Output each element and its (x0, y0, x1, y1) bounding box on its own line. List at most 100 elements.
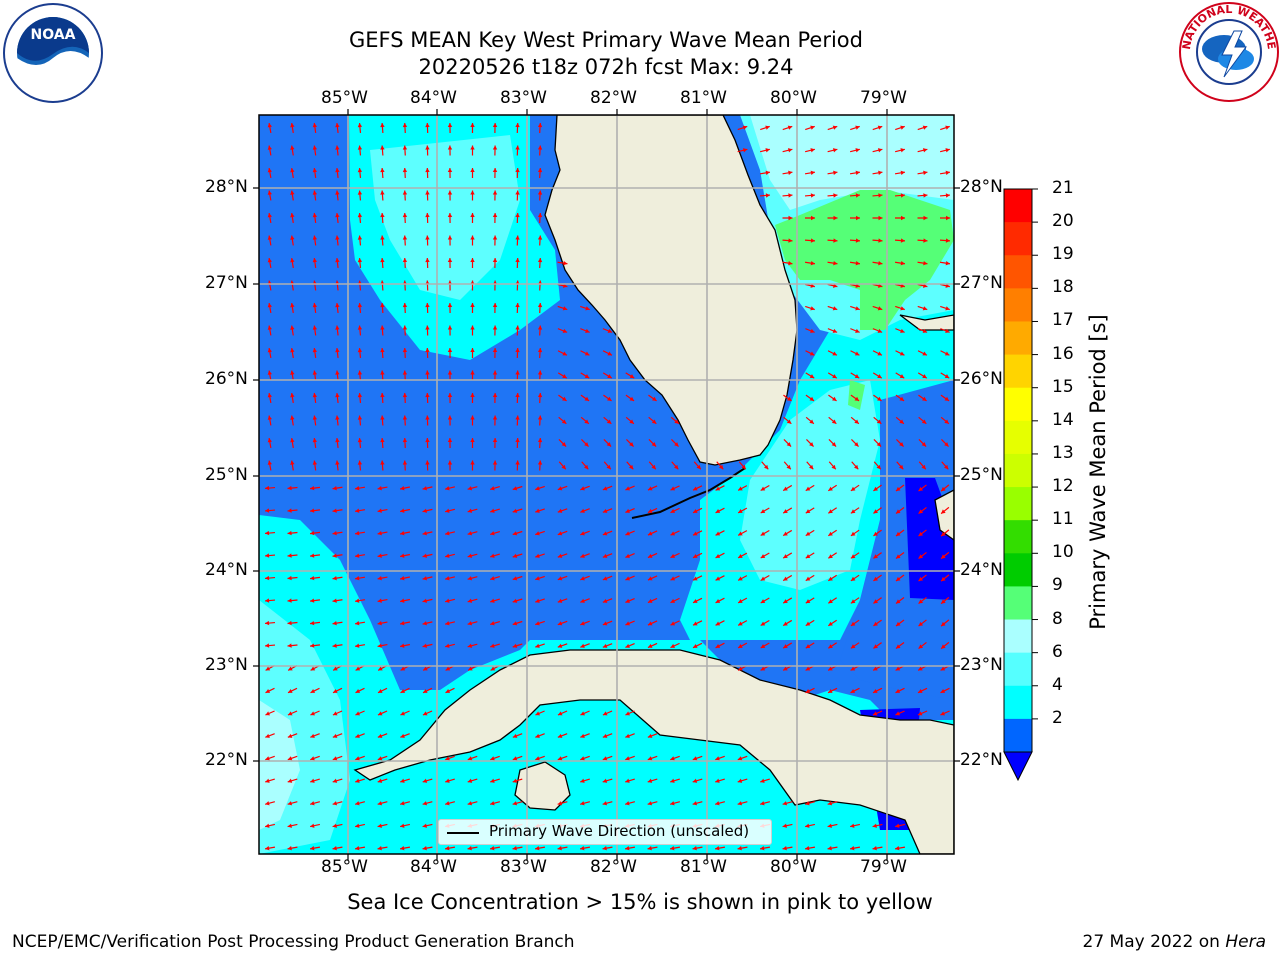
wave-direction-arrow (760, 778, 770, 783)
wave-direction-arrow (895, 552, 905, 559)
wave-direction-arrow (580, 328, 590, 333)
wave-direction-arrow (332, 620, 343, 626)
wave-direction-arrow (849, 193, 861, 198)
wave-direction-arrow (312, 145, 318, 156)
wave-direction-arrow (647, 755, 658, 761)
wave-direction-arrow (692, 485, 703, 491)
colorbar-segment (1004, 288, 1032, 322)
wave-direction-arrow (647, 485, 658, 491)
wave-direction-arrow (490, 531, 500, 536)
wave-direction-arrow (515, 257, 520, 269)
wave-direction-arrow (827, 597, 838, 604)
colorbar-tick-label: 21 (1052, 178, 1074, 198)
wave-direction-arrow (377, 486, 388, 491)
wave-direction-arrow (737, 125, 748, 131)
wave-direction-arrow (310, 755, 320, 761)
wave-direction-arrow (557, 620, 568, 626)
wave-direction-arrow (918, 484, 927, 492)
lat-label-right: 28°N (960, 177, 1003, 197)
wave-direction-arrow (445, 755, 455, 761)
wave-direction-arrow (895, 484, 905, 492)
wave-direction-arrow (470, 460, 475, 471)
wave-direction-arrow (309, 846, 321, 851)
wave-direction-arrow (558, 439, 567, 447)
wave-direction-arrow (759, 170, 771, 176)
wave-direction-arrow (669, 846, 681, 851)
wave-direction-arrow (670, 597, 680, 604)
wave-direction-arrow (782, 238, 793, 243)
wave-direction-arrow (872, 148, 883, 153)
wave-direction-arrow (805, 305, 815, 311)
wave-direction-arrow (828, 416, 837, 425)
wave-direction-arrow (760, 552, 770, 559)
colorbar-segment (1004, 487, 1032, 521)
wave-direction-arrow (715, 801, 725, 806)
wave-direction-arrow (537, 122, 543, 134)
wave-direction-arrow (918, 641, 927, 650)
wave-direction-arrow (290, 190, 295, 201)
wave-direction-arrow (357, 415, 363, 426)
wave-direction-arrow (715, 642, 725, 649)
wave-direction-arrow (872, 193, 883, 198)
wave-direction-arrow (828, 394, 837, 402)
wave-direction-arrow (357, 212, 363, 224)
wave-direction-arrow (827, 125, 838, 131)
wave-direction-arrow (625, 801, 635, 806)
wave-direction-arrow (580, 394, 590, 402)
wave-direction-arrow (647, 801, 658, 806)
colorbar-tick-label: 11 (1052, 509, 1074, 530)
wave-direction-arrow (512, 530, 523, 536)
wave-direction-arrow (940, 394, 950, 402)
wave-direction-arrow (940, 148, 950, 153)
wave-direction-arrow (492, 460, 498, 471)
wave-direction-arrow (918, 506, 927, 515)
wave-direction-arrow (447, 415, 453, 426)
wave-direction-arrow (805, 529, 815, 537)
wave-direction-arrow (402, 167, 408, 179)
wave-direction-arrow (264, 620, 276, 626)
wave-direction-arrow (894, 193, 906, 198)
wave-direction-arrow (355, 801, 365, 806)
wave-direction-arrow (402, 302, 408, 314)
wave-direction-arrow (670, 530, 680, 536)
wave-direction-arrow (557, 710, 568, 716)
wave-direction-arrow (850, 529, 860, 537)
wave-direction-arrow (648, 394, 657, 402)
wave-direction-arrow (535, 710, 545, 716)
wave-direction-arrow (940, 710, 950, 716)
wave-direction-arrow (377, 576, 388, 581)
wave-direction-arrow (309, 553, 321, 558)
wave-direction-arrow (380, 325, 385, 336)
wave-direction-arrow (470, 392, 475, 404)
wave-direction-arrow (895, 350, 905, 356)
wave-direction-arrow (918, 619, 927, 627)
wave-direction-arrow (805, 148, 815, 153)
wave-direction-arrow (470, 122, 475, 134)
wave-direction-arrow (602, 372, 613, 379)
wave-direction-arrow (602, 801, 613, 806)
wave-direction-arrow (357, 437, 363, 449)
wave-direction-arrow (309, 530, 321, 536)
wave-direction-arrow (309, 823, 321, 828)
colorbar-tick-label: 14 (1052, 409, 1074, 430)
wave-direction-arrow (557, 350, 568, 356)
wave-direction-arrow (580, 350, 590, 356)
wave-direction-arrow (647, 620, 658, 626)
wave-direction-arrow (490, 643, 500, 648)
wave-direction-arrow (827, 687, 838, 694)
sea-period-8-9-atlantic (750, 115, 954, 210)
wave-direction-arrow (940, 416, 950, 425)
wave-direction-arrow (512, 598, 523, 603)
wave-direction-arrow (535, 620, 545, 626)
wave-direction-arrow (422, 823, 433, 828)
wave-direction-arrow (692, 642, 703, 649)
lon-label-top: 81°W (680, 88, 727, 108)
wave-direction-arrow (422, 486, 433, 491)
wave-direction-arrow (895, 687, 905, 694)
wave-direction-arrow (492, 392, 498, 404)
wave-direction-arrow (782, 801, 793, 806)
wave-direction-arrow (354, 643, 366, 648)
wave-direction-arrow (806, 461, 814, 470)
wave-direction-arrow (782, 529, 793, 537)
colorbar-tick-label: 8 (1052, 608, 1063, 629)
